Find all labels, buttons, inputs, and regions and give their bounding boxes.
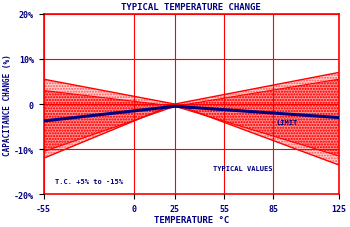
Text: TYPICAL VALUES: TYPICAL VALUES xyxy=(213,165,272,171)
Title: TYPICAL TEMPERATURE CHANGE: TYPICAL TEMPERATURE CHANGE xyxy=(121,3,261,12)
Text: LIMIT: LIMIT xyxy=(276,120,298,126)
Text: T.C. +5% to -15%: T.C. +5% to -15% xyxy=(55,178,123,184)
X-axis label: TEMPERATURE °C: TEMPERATURE °C xyxy=(154,215,229,224)
Y-axis label: CAPACITANCE CHANGE (%): CAPACITANCE CHANGE (%) xyxy=(4,54,13,155)
